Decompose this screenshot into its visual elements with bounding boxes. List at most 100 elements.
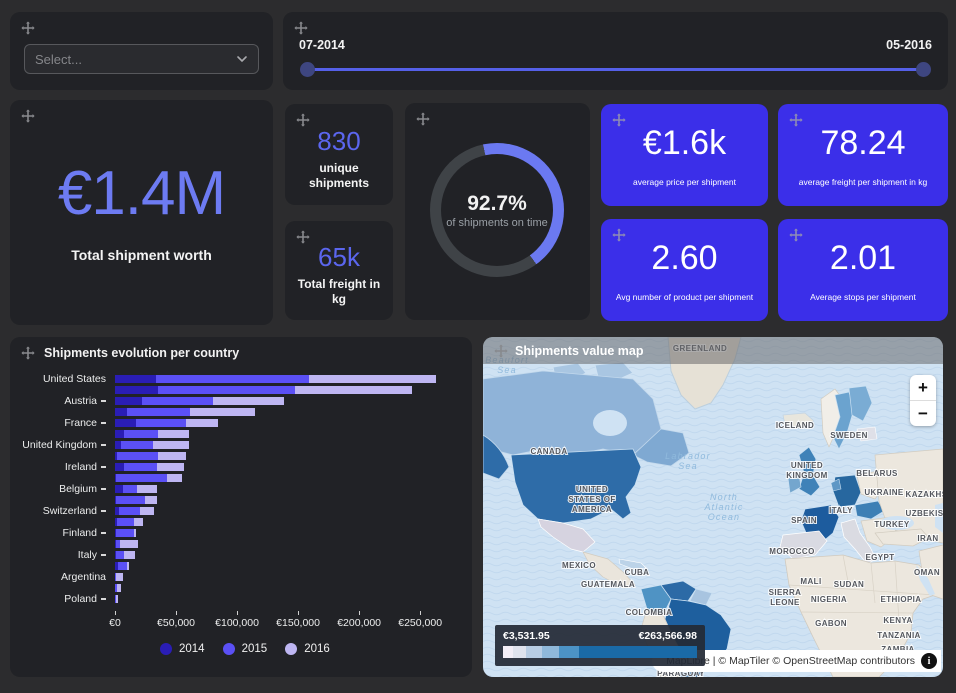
map-attribution[interactable]: MapLibre | © MapTiler © OpenStreetMap co… — [652, 650, 941, 672]
bar-row[interactable] — [10, 408, 464, 419]
bar-segment-2015[interactable] — [115, 584, 117, 592]
bar-row[interactable]: Italy — [10, 550, 464, 562]
bar-segment-2014[interactable] — [115, 562, 119, 570]
bar-row[interactable]: Ireland — [10, 462, 464, 474]
bar-segment-2016[interactable] — [133, 529, 137, 537]
bar-segment-2014[interactable] — [115, 540, 117, 548]
bar-segment-2015[interactable] — [155, 375, 310, 383]
bar-segment-2015[interactable] — [116, 551, 124, 559]
bar-segment-2016[interactable] — [116, 584, 122, 592]
legend-item-2015[interactable]: 2015 — [222, 643, 267, 655]
bar-segment-2015[interactable] — [118, 562, 127, 570]
legend-item-2014[interactable]: 2014 — [160, 643, 205, 655]
move-icon[interactable] — [612, 228, 626, 242]
bar-segment-2016[interactable] — [212, 397, 285, 405]
bar-segment-2014[interactable] — [115, 430, 124, 438]
bar-segment-2014[interactable] — [115, 419, 136, 427]
bar-row[interactable] — [10, 496, 464, 507]
bar-segment-2015[interactable] — [116, 518, 134, 526]
bar-segment-2016[interactable] — [295, 386, 413, 394]
bar-segment-2015[interactable] — [115, 595, 116, 603]
bar-segment-2016[interactable] — [153, 441, 190, 449]
bar-row[interactable]: Argentina — [10, 572, 464, 584]
bar-segment-2016[interactable] — [156, 463, 184, 471]
bar-row[interactable]: Belgium — [10, 484, 464, 496]
bar-row[interactable] — [10, 562, 464, 573]
bar-segment-2016[interactable] — [123, 551, 136, 559]
bar-segment-2015[interactable] — [126, 408, 191, 416]
move-icon[interactable] — [21, 346, 35, 360]
date-range-slider[interactable] — [300, 62, 931, 77]
bar-segment-2014[interactable] — [115, 507, 120, 515]
bar-segment-2015[interactable] — [123, 463, 157, 471]
bar-segment-2016[interactable] — [185, 419, 219, 427]
bar-row[interactable]: Switzerland — [10, 506, 464, 518]
bar-segment-2016[interactable] — [309, 375, 437, 383]
bar-segment-2014[interactable] — [115, 386, 159, 394]
bar-segment-2016[interactable] — [157, 452, 187, 460]
bar-segment-2014[interactable] — [115, 441, 121, 449]
bar-row[interactable]: United Kingdom — [10, 440, 464, 452]
bar-segment-2015[interactable] — [116, 540, 121, 548]
bar-segment-2015[interactable] — [135, 419, 186, 427]
bar-segment-2016[interactable] — [136, 485, 157, 493]
bar-segment-2015[interactable] — [116, 496, 145, 504]
zoom-in-button[interactable]: + — [910, 375, 936, 401]
bar-segment-2014[interactable] — [115, 397, 143, 405]
bar-segment-2014[interactable] — [115, 518, 117, 526]
bar-row[interactable]: Poland — [10, 594, 464, 606]
bar-row[interactable] — [10, 518, 464, 529]
bar-segment-2015[interactable] — [123, 485, 137, 493]
bar-row[interactable]: Austria — [10, 396, 464, 408]
bar-row[interactable] — [10, 474, 464, 485]
bar-row[interactable] — [10, 584, 464, 595]
bar-segment-2016[interactable] — [116, 573, 123, 581]
bar-segment-2015[interactable] — [116, 529, 134, 537]
bar-segment-2016[interactable] — [166, 474, 182, 482]
bar-chart-plot[interactable]: United States Austria France United Kingdom… — [10, 374, 464, 611]
bar-row[interactable]: United States — [10, 374, 464, 386]
bar-segment-2014[interactable] — [115, 551, 117, 559]
bar-segment-2014[interactable] — [115, 463, 124, 471]
bar-row[interactable] — [10, 540, 464, 551]
bar-segment-2014[interactable] — [115, 529, 117, 537]
bar-segment-2015[interactable] — [116, 474, 167, 482]
move-icon[interactable] — [21, 109, 35, 123]
move-icon[interactable] — [296, 113, 310, 127]
info-icon[interactable]: i — [921, 653, 937, 669]
bar-segment-2014[interactable] — [115, 452, 118, 460]
bar-segment-2015[interactable] — [119, 507, 140, 515]
move-icon[interactable] — [296, 230, 310, 244]
bar-segment-2014[interactable] — [115, 496, 117, 504]
legend-item-2016[interactable]: 2016 — [285, 643, 330, 655]
slider-handle-end[interactable] — [916, 62, 931, 77]
bar-row[interactable] — [10, 386, 464, 397]
bar-segment-2014[interactable] — [115, 408, 127, 416]
bar-segment-2016[interactable] — [120, 540, 138, 548]
bar-row[interactable] — [10, 452, 464, 463]
bar-segment-2015[interactable] — [120, 441, 154, 449]
country-select[interactable]: Select... — [24, 44, 259, 74]
bar-row[interactable]: France — [10, 418, 464, 430]
bar-segment-2016[interactable] — [133, 518, 143, 526]
bar-segment-2016[interactable] — [190, 408, 256, 416]
bar-segment-2015[interactable] — [117, 452, 158, 460]
slider-handle-start[interactable] — [300, 62, 315, 77]
bar-segment-2015[interactable] — [115, 573, 117, 581]
move-icon[interactable] — [789, 113, 803, 127]
bar-segment-2014[interactable] — [115, 474, 117, 482]
bar-segment-2016[interactable] — [140, 507, 155, 515]
bar-segment-2016[interactable] — [126, 562, 129, 570]
move-icon[interactable] — [294, 21, 308, 35]
bar-segment-2016[interactable] — [157, 430, 190, 438]
bar-segment-2015[interactable] — [142, 397, 213, 405]
bar-segment-2015[interactable] — [123, 430, 158, 438]
bar-segment-2016[interactable] — [115, 595, 119, 603]
zoom-out-button[interactable]: − — [918, 403, 928, 423]
bar-segment-2015[interactable] — [158, 386, 296, 394]
move-icon[interactable] — [21, 21, 35, 35]
bar-segment-2014[interactable] — [115, 375, 156, 383]
move-icon[interactable] — [416, 112, 430, 126]
move-icon[interactable] — [612, 113, 626, 127]
bar-row[interactable]: Finland — [10, 528, 464, 540]
